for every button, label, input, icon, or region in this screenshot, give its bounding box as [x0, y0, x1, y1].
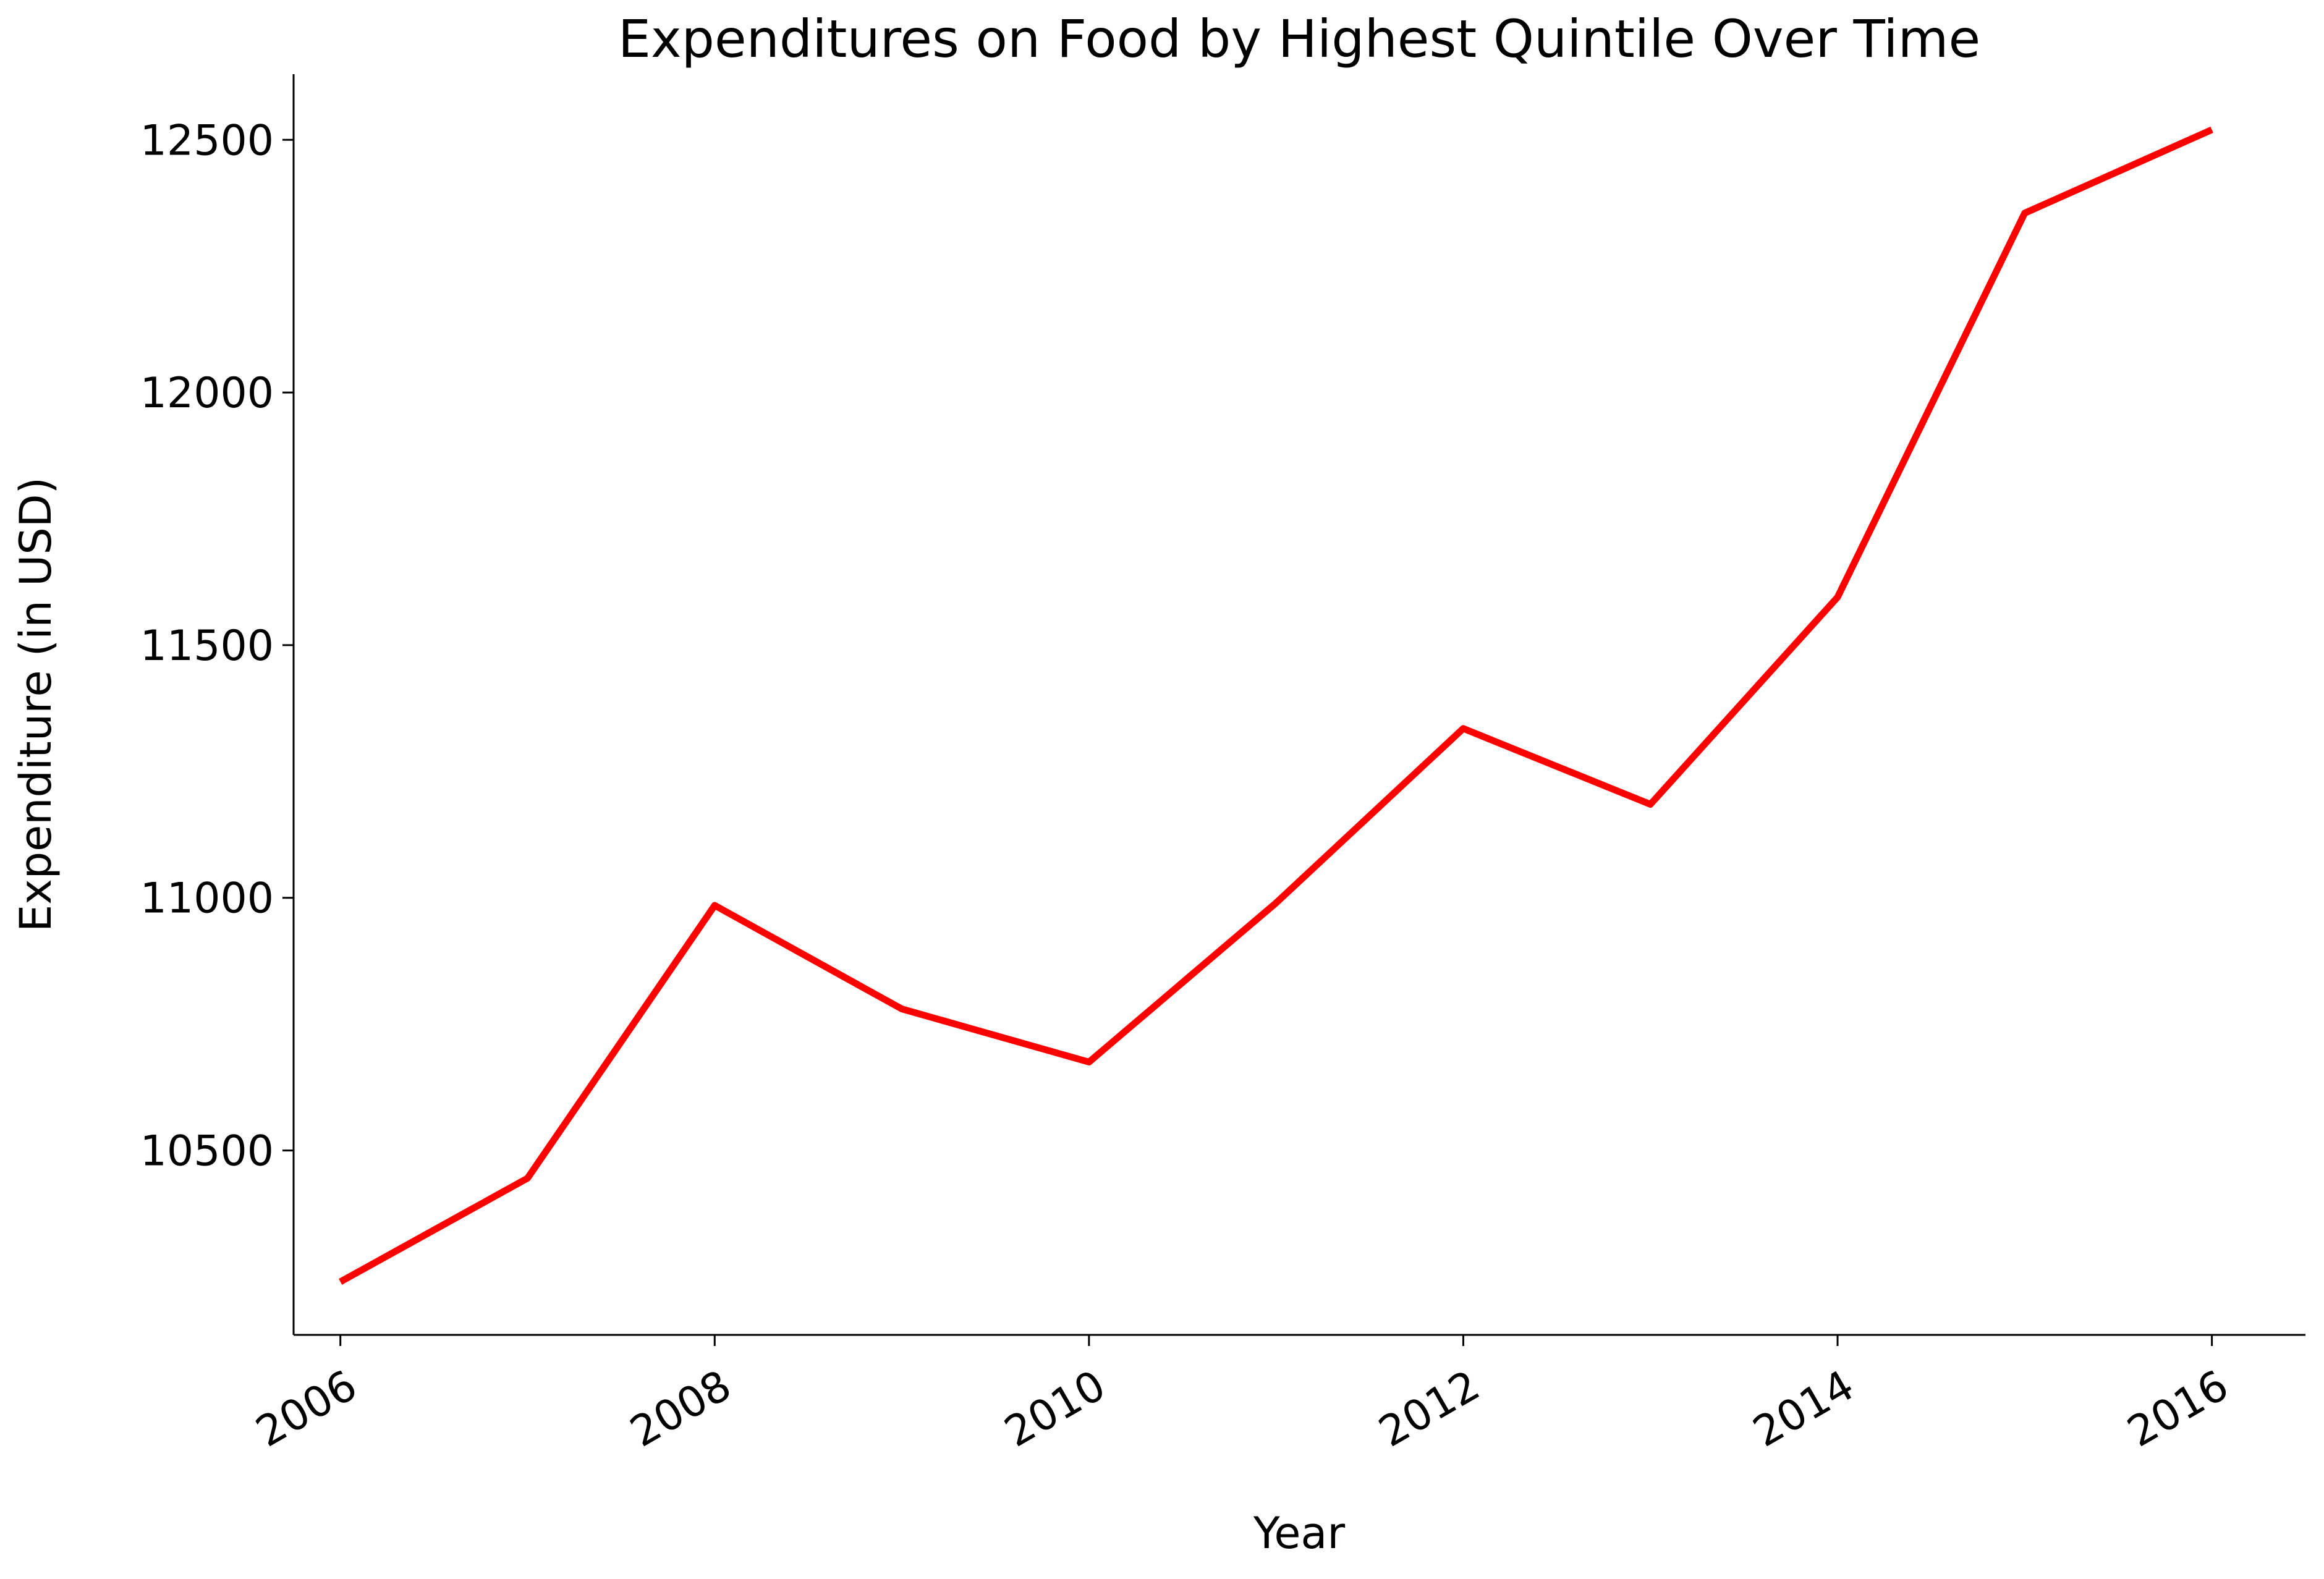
y-axis-label: Expenditure (in USD) — [11, 477, 61, 932]
series-layer — [339, 126, 2213, 1285]
x-tick-label: 2006 — [248, 1361, 365, 1457]
y-tick-label: 12000 — [140, 369, 274, 418]
y-tick-label: 12500 — [140, 116, 274, 165]
x-tick-label: 2010 — [996, 1361, 1113, 1457]
x-axis-label: Year — [1253, 1508, 1345, 1559]
x-tick-label: 2014 — [1745, 1361, 1862, 1457]
x-tick-label: 2012 — [1371, 1361, 1488, 1457]
chart-title: Expenditures on Food by Highest Quintile… — [618, 9, 1980, 69]
y-ticks: 10500 11000 11500 12000 12500 — [140, 116, 294, 1176]
y-tick-label: 11500 — [140, 622, 274, 671]
y-axis: 10500 11000 11500 12000 12500 — [140, 74, 295, 1335]
x-tick-label: 2016 — [2119, 1361, 2236, 1457]
x-ticks: 2006 2008 2010 2012 2014 2016 — [248, 1335, 2237, 1457]
x-tick-label: 2008 — [622, 1361, 739, 1457]
y-tick-label: 10500 — [140, 1127, 274, 1176]
series-line — [339, 126, 2213, 1285]
y-tick-label: 11000 — [140, 874, 274, 923]
x-axis: 2006 2008 2010 2012 2014 2016 — [248, 1334, 2305, 1457]
